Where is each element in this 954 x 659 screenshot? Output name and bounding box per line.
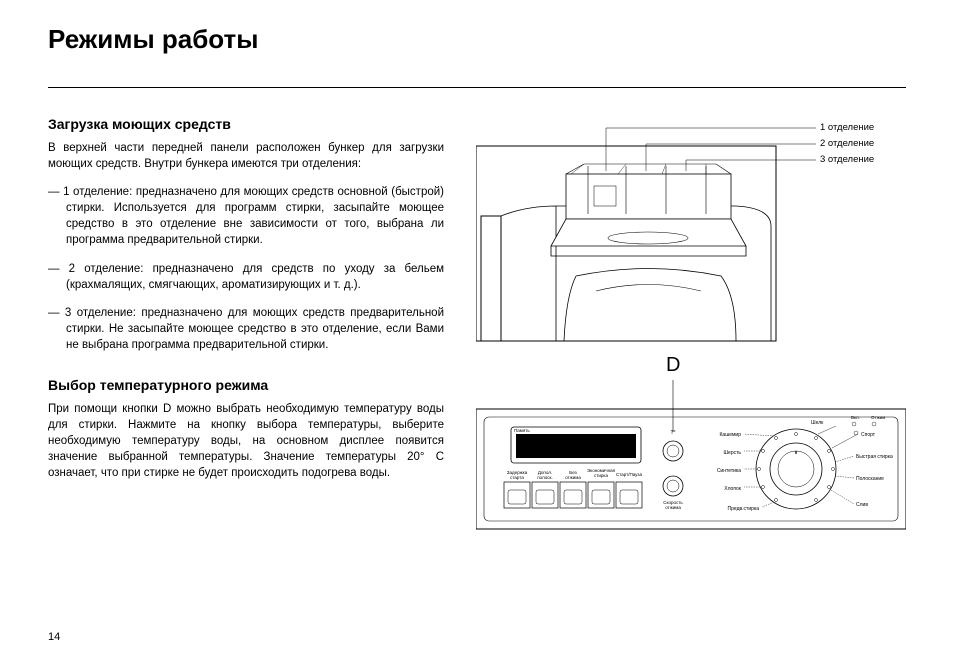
- section1-item-1: — 1 отделение: предназначено для моющих …: [48, 184, 444, 248]
- svg-text:Вкл.: Вкл.: [851, 415, 860, 420]
- page-title: Режимы работы: [48, 24, 906, 63]
- svg-text:старта: старта: [510, 475, 524, 480]
- left-column: Загрузка моющих средств В верхней части …: [48, 116, 444, 564]
- section2-heading: Выбор температурного режима: [48, 377, 444, 393]
- svg-text:Синтетика: Синтетика: [717, 468, 741, 474]
- callout-compartment-3: 3 отделение: [820, 154, 874, 165]
- svg-text:Слив: Слив: [856, 502, 868, 508]
- figure-control-panel: D Память: [476, 354, 906, 564]
- section1-item-2: — 2 отделение: предназначено для средств…: [48, 261, 444, 293]
- callout-compartment-1: 1 отделение: [820, 122, 874, 133]
- svg-text:Полоскание: Полоскание: [856, 476, 884, 482]
- section1-item-3: — 3 отделение: предназначено для моющих …: [48, 305, 444, 353]
- section1-intro: В верхней части передней панели располож…: [48, 140, 444, 172]
- svg-text:стирка: стирка: [594, 473, 608, 478]
- callout-compartment-2: 2 отделение: [820, 138, 874, 149]
- svg-text:Хлопок: Хлопок: [724, 486, 742, 492]
- button-row: [504, 482, 642, 508]
- right-column: 1 отделение 2 отделение 3 отделение D: [476, 116, 906, 564]
- svg-text:Кашемир: Кашемир: [720, 432, 742, 438]
- svg-text:Шерсть: Шерсть: [723, 450, 741, 456]
- title-rule: [48, 87, 906, 88]
- figure-detergent-drawer: 1 отделение 2 отделение 3 отделение: [476, 116, 906, 346]
- page-number: 14: [48, 631, 60, 643]
- svg-text:полоск.: полоск.: [537, 475, 553, 480]
- svg-text:Шелк: Шелк: [811, 420, 824, 426]
- section2-body: При помощи кнопки D можно выбрать необхо…: [48, 401, 444, 481]
- svg-text:Старт/Пауза: Старт/Пауза: [616, 472, 642, 477]
- svg-text:отжима: отжима: [565, 475, 581, 480]
- svg-text:Быстрая стирка: Быстрая стирка: [856, 454, 893, 460]
- section1-heading: Загрузка моющих средств: [48, 116, 444, 132]
- svg-text:Память: Память: [514, 428, 530, 433]
- svg-text:Предв.стирка: Предв.стирка: [728, 506, 760, 512]
- svg-text:отжима: отжима: [665, 505, 681, 510]
- svg-text:Спорт: Спорт: [861, 432, 876, 438]
- svg-text:Отжим: Отжим: [871, 415, 885, 420]
- svg-text:Т°: Т°: [670, 430, 675, 436]
